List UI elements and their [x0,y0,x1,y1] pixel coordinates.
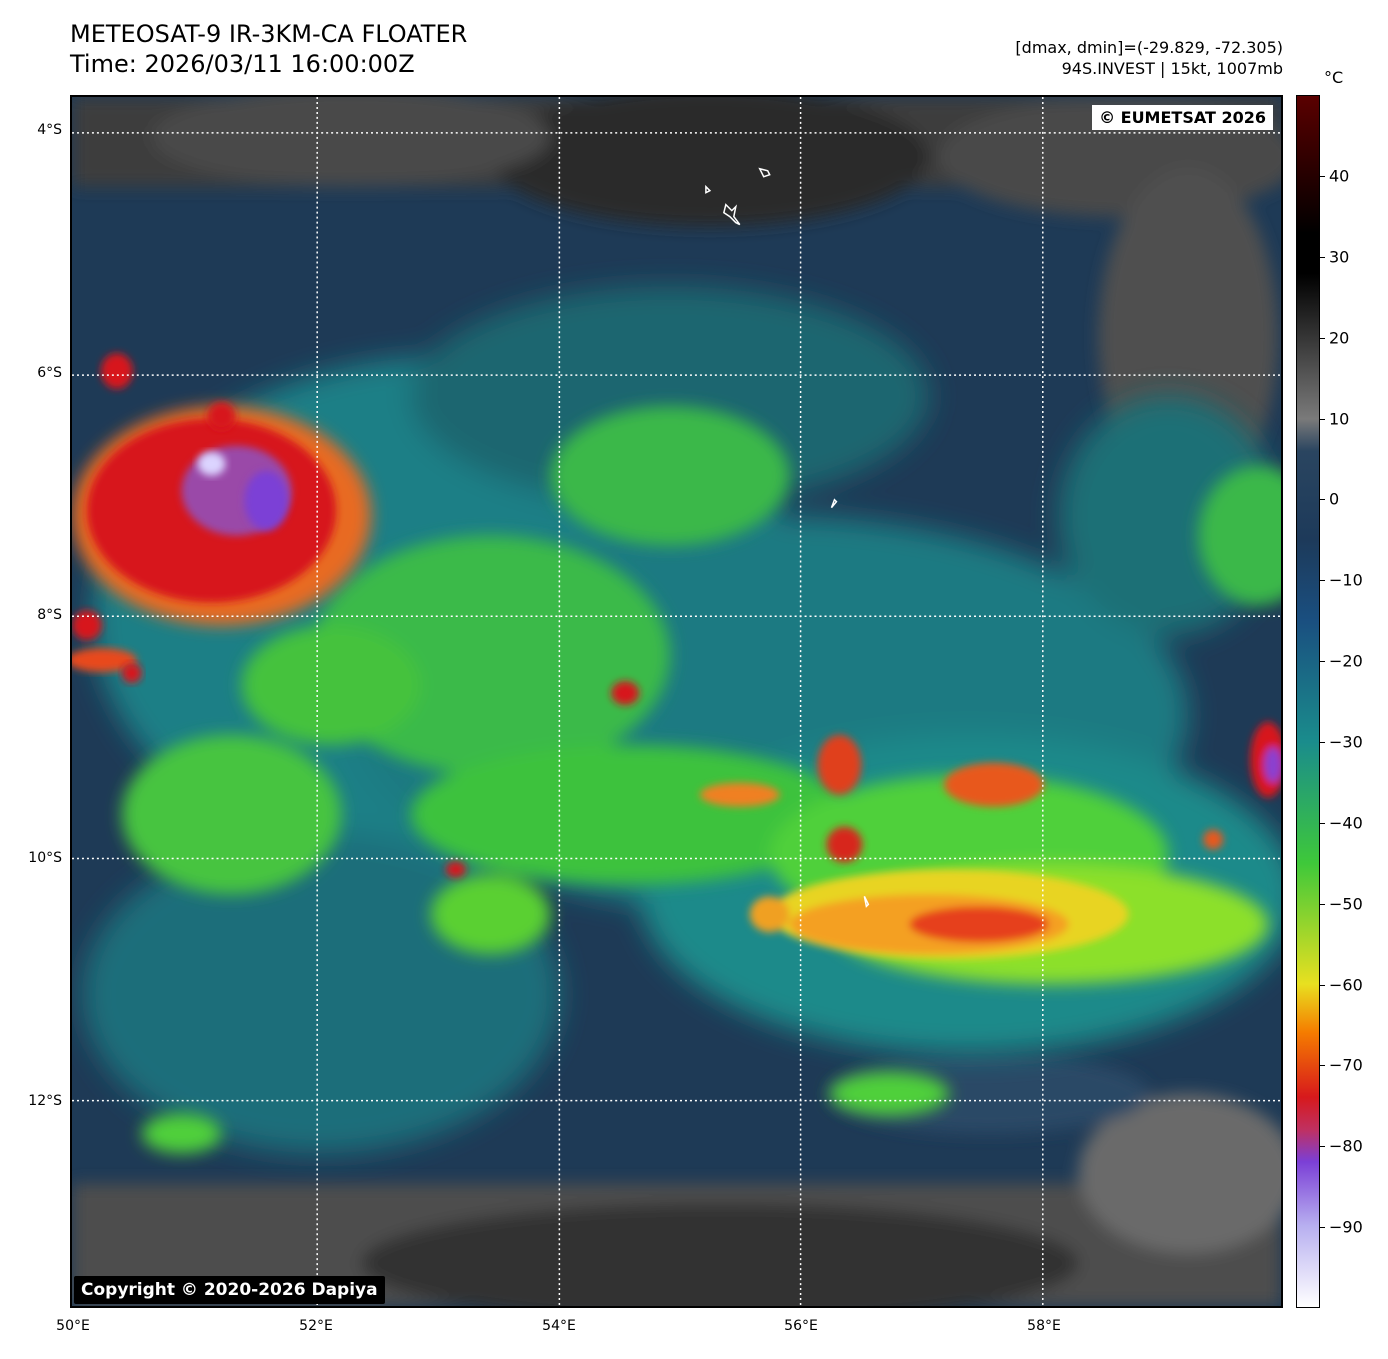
colorbar-tick-mark [1320,175,1325,177]
colorbar-tick-mark [1320,903,1325,905]
eumetsat-watermark: © EUMETSAT 2026 [1092,105,1273,130]
island-outlines [705,167,870,908]
lat-label-8s: 8°S [37,607,62,623]
lon-label-52e: 52°E [299,1318,333,1334]
colorbar-tick-label: −30 [1329,732,1363,752]
colorbar-tick-mark [1320,580,1325,582]
colorbar-tick-label: 20 [1329,328,1350,348]
colorbar-tick-mark [1320,984,1325,986]
storm-info-text: 94S.INVEST | 15kt, 1007mb [1061,59,1283,78]
colorbar-tick-mark [1320,337,1325,339]
cold-cloud-tops [121,405,1281,1154]
lat-label-6s: 6°S [37,365,62,381]
lat-label-10s: 10°S [28,850,62,866]
lon-label-50e: 50°E [56,1318,90,1334]
colorbar-tick-label: −20 [1329,651,1363,671]
colorbar-tick-label: −70 [1329,1055,1363,1075]
colorbar-tick-mark [1320,822,1325,824]
colorbar-tick-label: 10 [1329,409,1350,428]
colorbar-tick-mark [1320,741,1325,743]
colorbar-tick-label: −10 [1329,570,1363,590]
lat-label-12s: 12°S [28,1093,62,1109]
lon-label-58e: 58°E [1027,1318,1061,1334]
colorbar-tick-label: 0 [1329,489,1340,509]
copyright-watermark: Copyright © 2020-2026 Dapiya [74,1276,385,1304]
colorbar-unit: °C [1324,68,1344,87]
graticule [72,97,1281,1306]
colorbar-tick-label: −50 [1329,894,1363,914]
colorbar-tick-label: −80 [1329,1136,1363,1156]
colorbar-tick-label: 30 [1329,247,1350,267]
colorbar-tick-mark [1320,418,1325,420]
colorbar-tick-mark [1320,256,1325,258]
colorbar-tick-label: 40 [1329,166,1350,186]
colorbar-tick-label: −60 [1329,975,1363,994]
product-title: METEOSAT-9 IR-3KM-CA FLOATER [70,20,468,48]
convective-system-nw [72,353,372,684]
lon-label-54e: 54°E [542,1318,576,1334]
lat-label-4s: 4°S [37,122,62,138]
timestamp-title: Time: 2026/03/11 16:00:00Z [70,50,415,78]
colorbar-tick-mark [1320,1227,1325,1229]
satellite-map[interactable]: © EUMETSAT 2026 Copyright © 2020-2026 Da… [70,95,1283,1308]
clear-sky-north [72,97,1281,506]
deep-convection-south [445,681,1281,960]
temperature-colorbar [1296,95,1320,1308]
colorbar-tick-label: −40 [1329,813,1363,833]
lon-label-56e: 56°E [784,1318,818,1334]
ir-imagery [72,97,1281,1306]
colorbar-tick-mark [1320,661,1325,663]
colorbar-tick-mark [1320,1146,1325,1148]
colorbar-tick-label: −90 [1329,1217,1363,1237]
data-range-text: [dmax, dmin]=(-29.829, -72.305) [1015,38,1283,57]
colorbar-tick-mark [1320,499,1325,501]
colorbar-tick-mark [1320,1065,1325,1067]
